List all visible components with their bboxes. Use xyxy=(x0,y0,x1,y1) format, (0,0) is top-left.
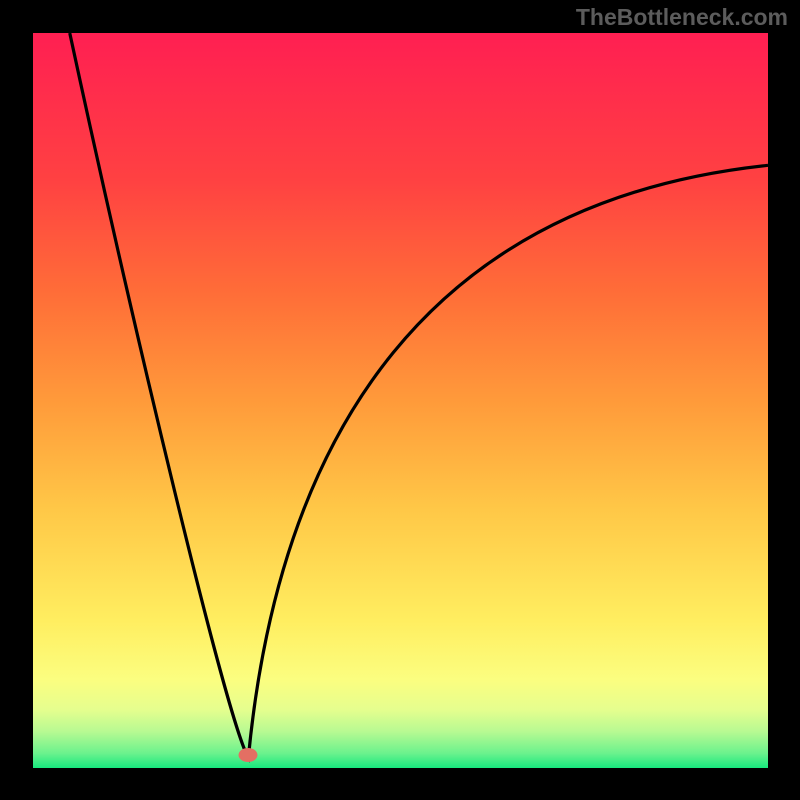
curve-path xyxy=(70,33,768,758)
bottleneck-chart xyxy=(33,33,768,768)
optimal-marker xyxy=(239,748,258,762)
bottleneck-curve xyxy=(33,33,768,768)
watermark-text: TheBottleneck.com xyxy=(576,4,788,31)
